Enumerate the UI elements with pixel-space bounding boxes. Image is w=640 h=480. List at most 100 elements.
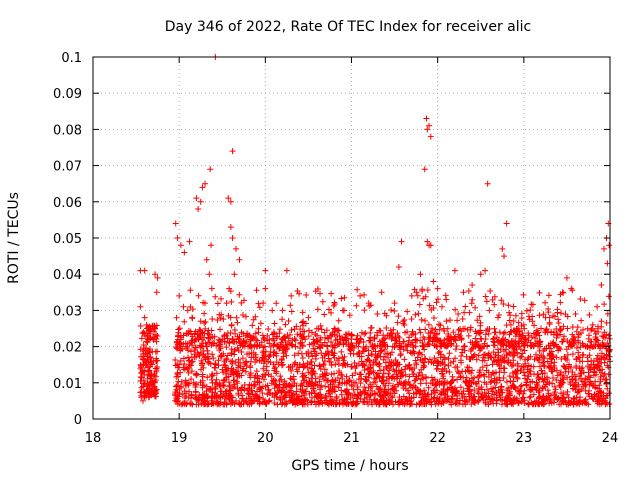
data-point [175,332,182,339]
data-point [308,399,315,406]
data-point [259,354,266,361]
data-point [515,319,522,326]
data-point [172,390,179,397]
data-point [441,327,448,334]
data-point [309,353,316,360]
data-point [263,367,270,374]
data-point [189,306,196,313]
data-point [299,373,306,380]
data-point [186,388,193,395]
data-point [273,394,280,401]
data-point [361,307,368,314]
data-point [456,369,463,376]
data-point [567,341,574,348]
data-point [304,360,311,367]
data-point [475,385,482,392]
data-point [435,296,442,303]
data-point [594,352,601,359]
data-point [498,297,505,304]
data-point [546,314,553,321]
data-point [301,334,308,341]
data-point [483,298,490,305]
data-point [462,303,469,310]
data-point [264,382,271,389]
data-point [481,357,488,364]
data-point [593,330,600,337]
data-point [480,371,487,378]
data-point [334,327,341,334]
data-point [202,318,209,325]
data-point [542,327,549,334]
data-point [460,289,467,296]
data-point [560,289,567,296]
data-point [199,384,206,391]
data-point [597,389,604,396]
data-point [248,354,255,361]
data-point [438,380,445,387]
data-point [182,382,189,389]
chart-title: Day 346 of 2022, Rate Of TEC Index for r… [165,19,531,35]
data-point [276,330,283,337]
data-point [259,373,266,380]
data-point [547,355,554,362]
data-point [374,354,381,361]
data-point [377,327,384,334]
data-point [485,393,492,400]
data-point [141,380,148,387]
data-point [466,368,473,375]
data-point [535,357,542,364]
data-point [297,326,304,333]
data-point [179,391,186,398]
data-point [398,238,405,245]
data-point [144,339,151,346]
data-point [228,298,235,305]
data-point [358,358,365,365]
data-point [584,376,591,383]
data-point [542,397,549,404]
data-point [312,375,319,382]
data-point [287,302,294,309]
data-point [395,381,402,388]
data-point [231,271,238,278]
data-point [603,392,610,399]
data-point [447,342,454,349]
data-point [375,350,382,357]
data-point [597,373,604,380]
data-point [416,301,423,308]
data-point [195,206,202,213]
data-point [353,336,360,343]
data-point [211,333,218,340]
data-point [557,326,564,333]
data-point [352,369,359,376]
data-point [362,387,369,394]
data-point [266,397,273,404]
data-point [557,384,564,391]
data-point [144,353,151,360]
data-point [213,376,220,383]
data-point [491,329,498,336]
data-point [581,297,588,304]
data-point [348,381,355,388]
data-point [424,126,431,133]
data-point [595,341,602,348]
data-point [377,343,384,350]
data-point [483,386,490,393]
data-point [269,307,276,314]
data-point [137,303,144,310]
data-point [456,400,463,407]
data-point [603,331,610,338]
data-point [269,377,276,384]
data-point [206,271,213,278]
data-point [180,303,187,310]
data-point [431,387,438,394]
data-point [441,342,448,349]
data-point [436,348,443,355]
data-point [412,377,419,384]
data-point [178,401,185,408]
data-point [209,379,216,386]
data-point [578,386,585,393]
data-point [376,392,383,399]
data-point [201,391,208,398]
data-point [536,312,543,319]
data-point [551,390,558,397]
